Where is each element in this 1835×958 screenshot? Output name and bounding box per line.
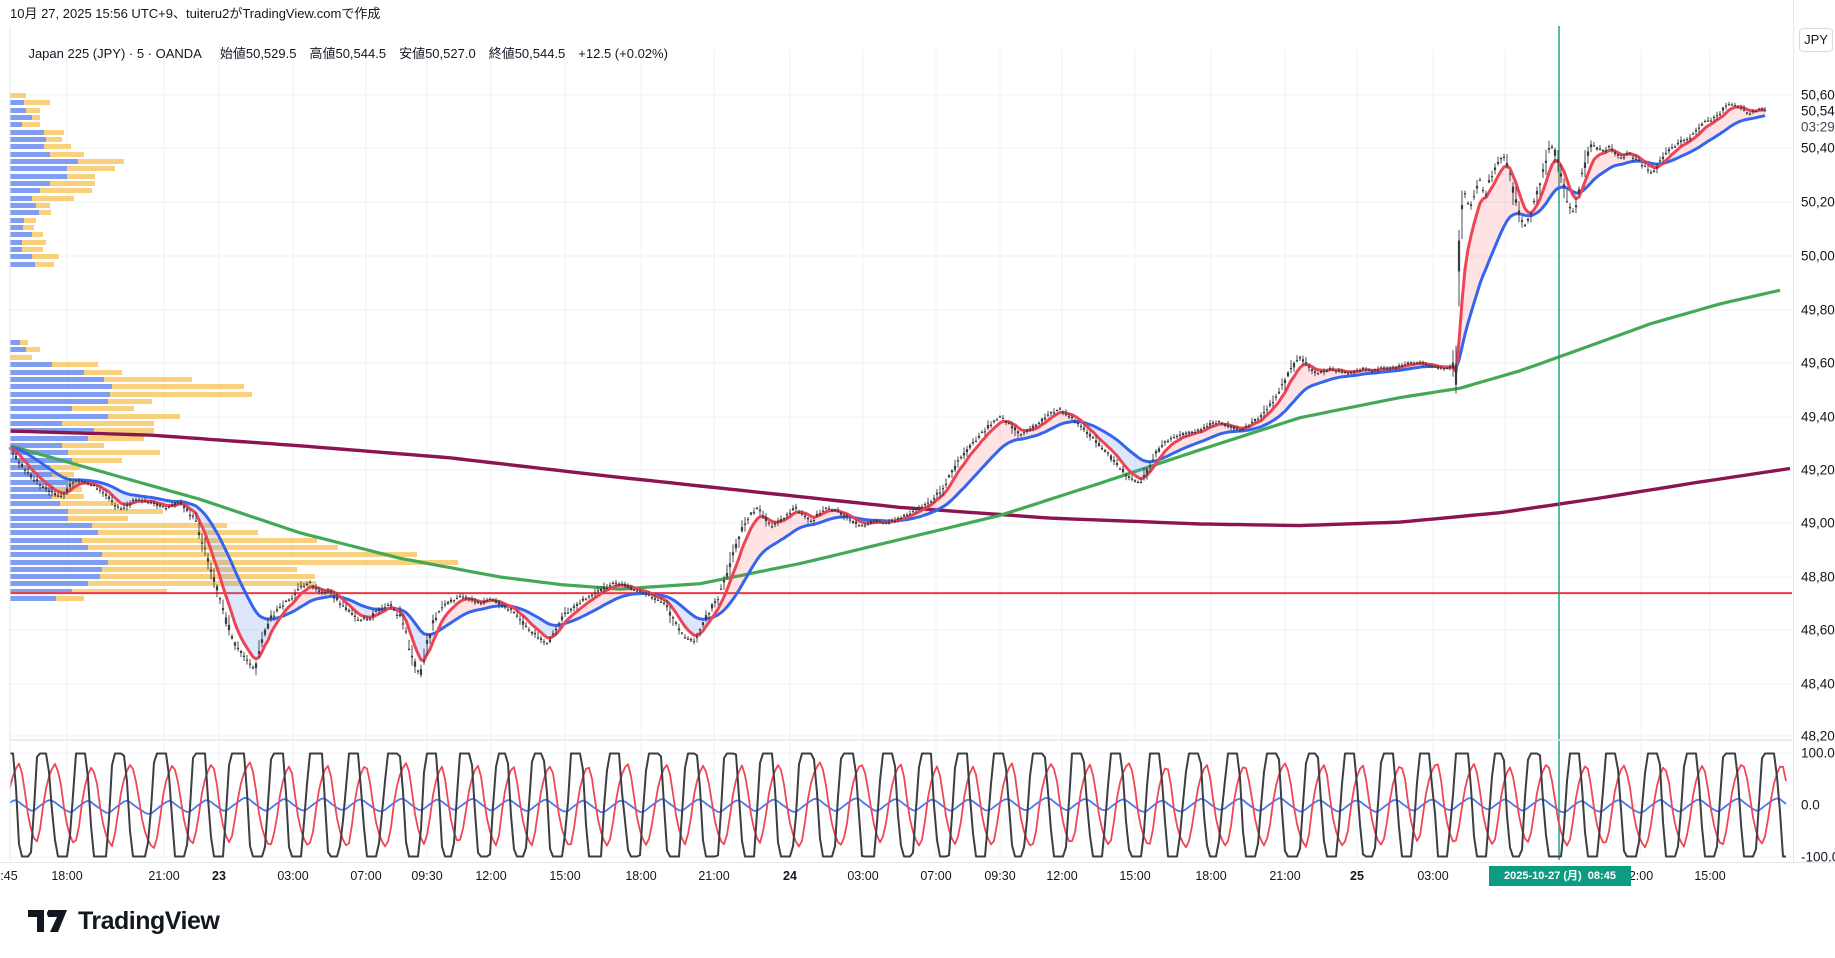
time-tick-label: 25 xyxy=(1350,869,1364,883)
creation-note: 10月 27, 2025 15:56 UTC+9、tuiteru2がTradin… xyxy=(10,6,381,21)
price-tick-label: 0.0 xyxy=(1801,797,1820,813)
time-tick-label: 18:00 xyxy=(1195,869,1227,883)
ohlc-open: 始値50,529.5 xyxy=(219,46,297,61)
time-tick-label: 07:00 xyxy=(350,869,382,883)
price-countdown: 03:29 xyxy=(1801,119,1835,135)
ohlc-close: 終値50,544.5 xyxy=(488,46,566,61)
time-tick-label: 12:00 xyxy=(475,869,507,883)
price-tick-label: 48,800.0 xyxy=(1801,569,1835,585)
price-tick-label: 48,200.0 xyxy=(1801,728,1835,744)
currency-toggle[interactable]: JPY xyxy=(1799,28,1833,52)
footer-strip xyxy=(0,890,1835,958)
ohlc-high: 高値50,544.5 xyxy=(309,46,387,61)
session-start-badge: 2025-10-27 (月) 08:45 xyxy=(1489,866,1631,886)
tradingview-logo[interactable]: TradingView xyxy=(28,905,220,937)
symbol-info-bar: Japan 225 (JPY) · 5 · OANDA 始値50,529.5 高値5… xyxy=(14,28,681,77)
price-tick-label: -100.0 xyxy=(1801,849,1835,865)
time-tick-label: 12:00 xyxy=(1046,869,1078,883)
price-tick-label: 48,400.0 xyxy=(1801,676,1835,692)
price-tick-label: 49,200.0 xyxy=(1801,462,1835,478)
price-tick-label: 49,400.0 xyxy=(1801,409,1835,425)
time-tick-label: 07:00 xyxy=(920,869,952,883)
ohlc-change: +12.5 (+0.02%) xyxy=(578,46,668,61)
time-tick-label: 09:30 xyxy=(411,869,443,883)
time-tick-label: 21:00 xyxy=(698,869,730,883)
time-tick-label: 18:00 xyxy=(625,869,657,883)
price-tick-label: 50,200.0 xyxy=(1801,194,1835,210)
time-tick-label: 03:00 xyxy=(277,869,309,883)
price-tick-label: 49,000.0 xyxy=(1801,515,1835,531)
time-tick-label: 09:30 xyxy=(984,869,1016,883)
time-tick-label: 18:00 xyxy=(51,869,83,883)
time-tick-label: 21:00 xyxy=(148,869,180,883)
time-tick-label: 03:00 xyxy=(1417,869,1449,883)
time-tick-label: 15:00 xyxy=(549,869,581,883)
ohlc-low: 安値50,527.0 xyxy=(399,46,476,61)
time-tick-label: 15:00 xyxy=(1694,869,1726,883)
price-tick-label: 49,800.0 xyxy=(1801,302,1835,318)
time-tick-label: 21:00 xyxy=(1269,869,1301,883)
time-tick-label: 2:00 xyxy=(1628,869,1654,883)
price-tick-label: 50,000.0 xyxy=(1801,248,1835,264)
time-tick-label: 03:00 xyxy=(847,869,879,883)
price-tick-label: 48,600.0 xyxy=(1801,622,1835,638)
time-tick-label: 15:00 xyxy=(1119,869,1151,883)
price-tick-label: 100.0 xyxy=(1801,745,1835,761)
time-tick-label: 23 xyxy=(212,869,226,883)
price-tick-label: 49,600.0 xyxy=(1801,355,1835,371)
tradingview-logo-text: TradingView xyxy=(78,906,220,935)
symbol-title: Japan 225 (JPY) · 5 · OANDA xyxy=(28,46,202,61)
price-scale[interactable]: 50,600.050,544.503:29 50,400.0 50,200.0 50,… xyxy=(1793,0,1835,958)
price-tick-label: 50,600.0 xyxy=(1801,87,1835,103)
time-tick-label: :45 xyxy=(0,869,18,883)
price-tick-label: 50,400.0 xyxy=(1801,140,1835,156)
last-price-label: 50,544.5 xyxy=(1801,103,1835,119)
tradingview-logo-icon xyxy=(28,909,67,932)
time-tick-label: 24 xyxy=(783,869,797,883)
